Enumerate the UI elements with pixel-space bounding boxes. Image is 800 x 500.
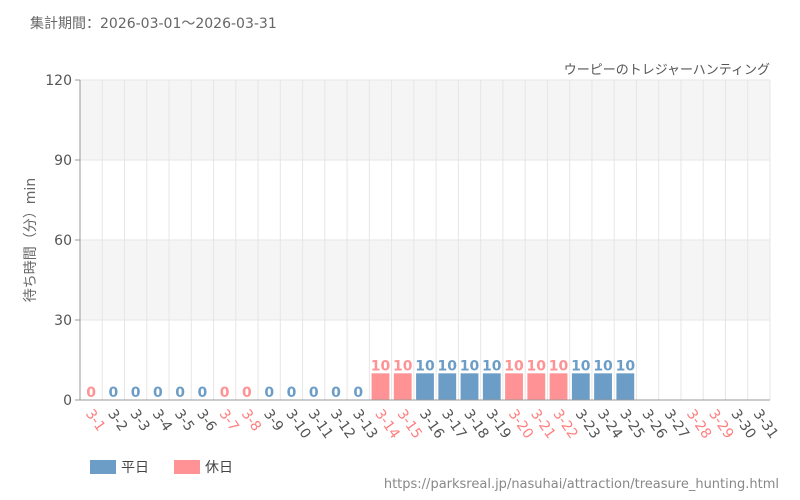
value-label: 0 bbox=[287, 385, 297, 401]
legend-swatch-weekday bbox=[90, 460, 116, 474]
attraction-name: ウーピーのトレジャーハンティング bbox=[564, 63, 770, 78]
value-label: 10 bbox=[460, 358, 480, 374]
bar bbox=[616, 373, 635, 400]
plot-background bbox=[80, 80, 770, 400]
x-tick-label: 3-31 bbox=[750, 407, 781, 442]
x-tick-label: 3-3 bbox=[127, 407, 153, 435]
source-url[interactable]: https://parksreal.jp/nasuhai/attraction/… bbox=[384, 477, 779, 492]
value-label: 0 bbox=[153, 385, 163, 401]
value-label: 0 bbox=[309, 385, 319, 401]
bar bbox=[416, 373, 434, 400]
x-tick-labels: 3-13-23-33-43-53-63-73-83-93-103-113-123… bbox=[82, 407, 781, 442]
x-tick-label: 3-9 bbox=[260, 407, 286, 435]
value-label: 10 bbox=[616, 358, 636, 374]
bar bbox=[549, 373, 568, 400]
value-label: 10 bbox=[371, 358, 391, 374]
period-label: 集計期間：2026-03-01～2026-03-31 bbox=[30, 15, 277, 32]
value-label: 0 bbox=[242, 385, 252, 401]
bar bbox=[571, 373, 590, 400]
x-tick-label: 3-8 bbox=[238, 407, 264, 435]
value-label: 0 bbox=[220, 385, 230, 401]
legend-label-holiday: 休日 bbox=[205, 460, 233, 476]
y-tick-labels: 0 30 60 90 120 bbox=[45, 73, 80, 409]
plot-band bbox=[80, 240, 770, 320]
x-tick-label: 3-7 bbox=[216, 407, 242, 435]
y-tick-label: 120 bbox=[45, 73, 72, 89]
value-label: 0 bbox=[86, 385, 96, 401]
value-label: 10 bbox=[438, 358, 458, 374]
value-label: 0 bbox=[198, 385, 208, 401]
value-label: 0 bbox=[353, 385, 363, 401]
value-label: 0 bbox=[109, 385, 119, 401]
bar-series bbox=[371, 373, 635, 400]
bar bbox=[482, 373, 501, 400]
x-tick-label: 3-5 bbox=[171, 407, 197, 435]
plot-band bbox=[80, 80, 770, 160]
bar bbox=[594, 373, 612, 400]
value-labels: 0 0 0 0 0 0 0 0 0 0 0 0 010 10 10 10 10 10 10 10 10 10 10 10 bbox=[86, 358, 635, 401]
legend-swatch-holiday bbox=[174, 460, 200, 474]
value-label: 0 bbox=[175, 385, 185, 401]
y-tick-label: 0 bbox=[63, 393, 72, 409]
value-label: 0 bbox=[264, 385, 274, 401]
value-label: 10 bbox=[527, 358, 547, 374]
value-label: 10 bbox=[482, 358, 502, 374]
legend: 平日 休日 bbox=[90, 460, 233, 476]
value-label: 0 bbox=[131, 385, 141, 401]
value-label: 10 bbox=[393, 358, 413, 374]
bar bbox=[505, 373, 523, 400]
value-label: 10 bbox=[571, 358, 591, 374]
y-axis-label: 待ち時間（分）min bbox=[23, 178, 39, 302]
bar bbox=[527, 373, 546, 400]
x-tick-label: 3-6 bbox=[193, 407, 219, 435]
y-tick-label: 30 bbox=[54, 313, 72, 329]
bar bbox=[438, 373, 457, 400]
legend-label-weekday: 平日 bbox=[121, 460, 149, 476]
x-tick-label: 3-1 bbox=[82, 407, 108, 435]
bar bbox=[393, 373, 412, 400]
value-label: 0 bbox=[331, 385, 341, 401]
value-label: 10 bbox=[593, 358, 613, 374]
y-tick-label: 90 bbox=[54, 153, 72, 169]
bar bbox=[460, 373, 479, 400]
x-tick-label: 3-4 bbox=[149, 407, 175, 435]
value-label: 10 bbox=[504, 358, 524, 374]
value-label: 10 bbox=[549, 358, 569, 374]
x-tick-label: 3-2 bbox=[104, 407, 130, 435]
plot-band bbox=[80, 160, 770, 240]
value-label: 10 bbox=[415, 358, 435, 374]
bar bbox=[371, 373, 390, 400]
y-tick-label: 60 bbox=[54, 233, 72, 249]
